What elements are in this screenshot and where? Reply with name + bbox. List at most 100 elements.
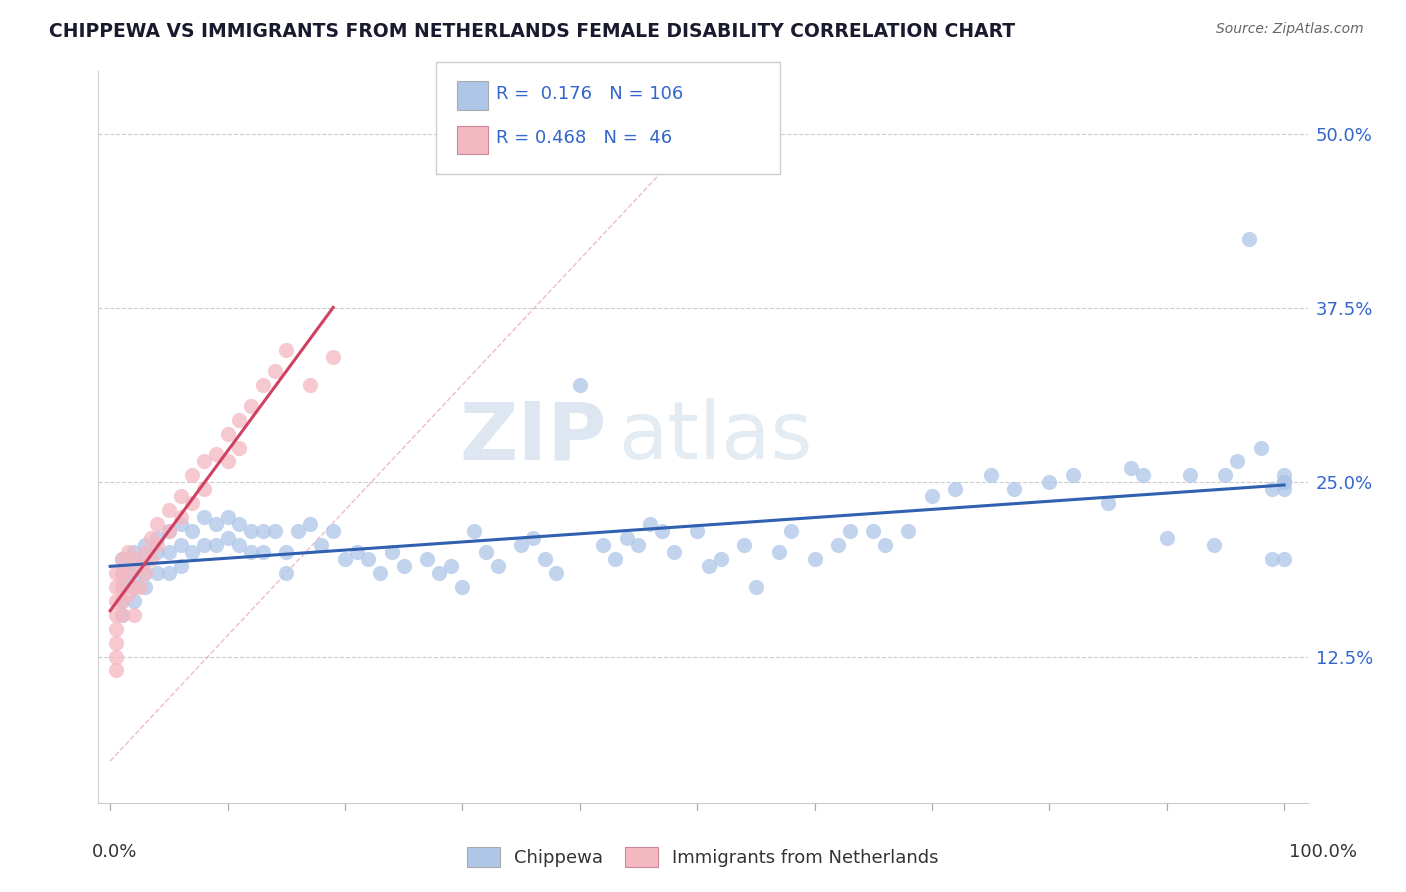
- Point: [1180, 468, 1202, 483]
- Point: [240, 399, 263, 413]
- Point: [333, 552, 356, 566]
- Point: [1272, 552, 1295, 566]
- Point: [603, 552, 626, 566]
- Point: [105, 566, 128, 580]
- Point: [117, 587, 139, 601]
- Text: ZIP: ZIP: [458, 398, 606, 476]
- Point: [745, 580, 768, 594]
- Point: [1261, 552, 1284, 566]
- Point: [111, 607, 134, 622]
- Point: [228, 517, 250, 532]
- Point: [1261, 483, 1284, 497]
- Point: [146, 517, 169, 532]
- Point: [1002, 483, 1025, 497]
- Point: [122, 607, 145, 622]
- Point: [1156, 531, 1178, 545]
- Point: [838, 524, 860, 538]
- Point: [522, 531, 544, 545]
- Point: [1202, 538, 1225, 552]
- Point: [122, 580, 145, 594]
- Point: [252, 377, 274, 392]
- Point: [157, 524, 180, 538]
- Point: [122, 580, 145, 594]
- Point: [827, 538, 849, 552]
- Point: [416, 552, 439, 566]
- Point: [169, 538, 191, 552]
- Point: [627, 538, 650, 552]
- Point: [141, 531, 163, 545]
- Point: [122, 552, 145, 566]
- Point: [217, 510, 239, 524]
- Point: [157, 524, 180, 538]
- Point: [128, 558, 150, 573]
- Point: [146, 538, 169, 552]
- Point: [322, 524, 344, 538]
- Point: [111, 594, 134, 608]
- Point: [128, 580, 150, 594]
- Point: [134, 580, 156, 594]
- Point: [1272, 475, 1295, 490]
- Point: [392, 558, 415, 573]
- Point: [111, 607, 134, 622]
- Point: [193, 454, 215, 468]
- Point: [475, 545, 498, 559]
- Point: [1272, 483, 1295, 497]
- Point: [105, 580, 128, 594]
- Point: [346, 545, 368, 559]
- Point: [263, 364, 285, 378]
- Point: [1215, 468, 1237, 483]
- Point: [181, 545, 204, 559]
- Point: [1097, 496, 1119, 510]
- Point: [780, 524, 803, 538]
- Point: [193, 538, 215, 552]
- Point: [1038, 475, 1060, 490]
- Point: [1272, 468, 1295, 483]
- Legend: Chippewa, Immigrants from Netherlands: Chippewa, Immigrants from Netherlands: [460, 840, 946, 874]
- Point: [322, 350, 344, 364]
- Point: [111, 580, 134, 594]
- Point: [122, 558, 145, 573]
- Point: [193, 510, 215, 524]
- Point: [111, 594, 134, 608]
- Point: [873, 538, 896, 552]
- Point: [111, 580, 134, 594]
- Point: [122, 573, 145, 587]
- Point: [117, 566, 139, 580]
- Point: [134, 566, 156, 580]
- Point: [228, 412, 250, 426]
- Point: [134, 566, 156, 580]
- Point: [193, 483, 215, 497]
- Point: [240, 545, 263, 559]
- Point: [592, 538, 614, 552]
- Point: [486, 558, 509, 573]
- Point: [134, 552, 156, 566]
- Point: [157, 545, 180, 559]
- Text: R = 0.468   N =  46: R = 0.468 N = 46: [496, 129, 672, 147]
- Point: [146, 545, 169, 559]
- Point: [1272, 475, 1295, 490]
- Point: [1272, 475, 1295, 490]
- Point: [862, 524, 884, 538]
- Point: [1062, 468, 1084, 483]
- Point: [733, 538, 755, 552]
- Point: [276, 343, 298, 357]
- Text: CHIPPEWA VS IMMIGRANTS FROM NETHERLANDS FEMALE DISABILITY CORRELATION CHART: CHIPPEWA VS IMMIGRANTS FROM NETHERLANDS …: [49, 22, 1015, 41]
- Text: atlas: atlas: [619, 398, 813, 476]
- Point: [1121, 461, 1143, 475]
- Point: [181, 524, 204, 538]
- Point: [263, 524, 285, 538]
- Point: [105, 594, 128, 608]
- Point: [111, 566, 134, 580]
- Point: [368, 566, 391, 580]
- Point: [510, 538, 533, 552]
- Point: [533, 552, 555, 566]
- Point: [117, 545, 139, 559]
- Point: [105, 622, 128, 636]
- Point: [451, 580, 474, 594]
- Point: [638, 517, 661, 532]
- Point: [181, 468, 204, 483]
- Text: 100.0%: 100.0%: [1289, 843, 1357, 861]
- Point: [134, 538, 156, 552]
- Point: [651, 524, 673, 538]
- Point: [686, 524, 709, 538]
